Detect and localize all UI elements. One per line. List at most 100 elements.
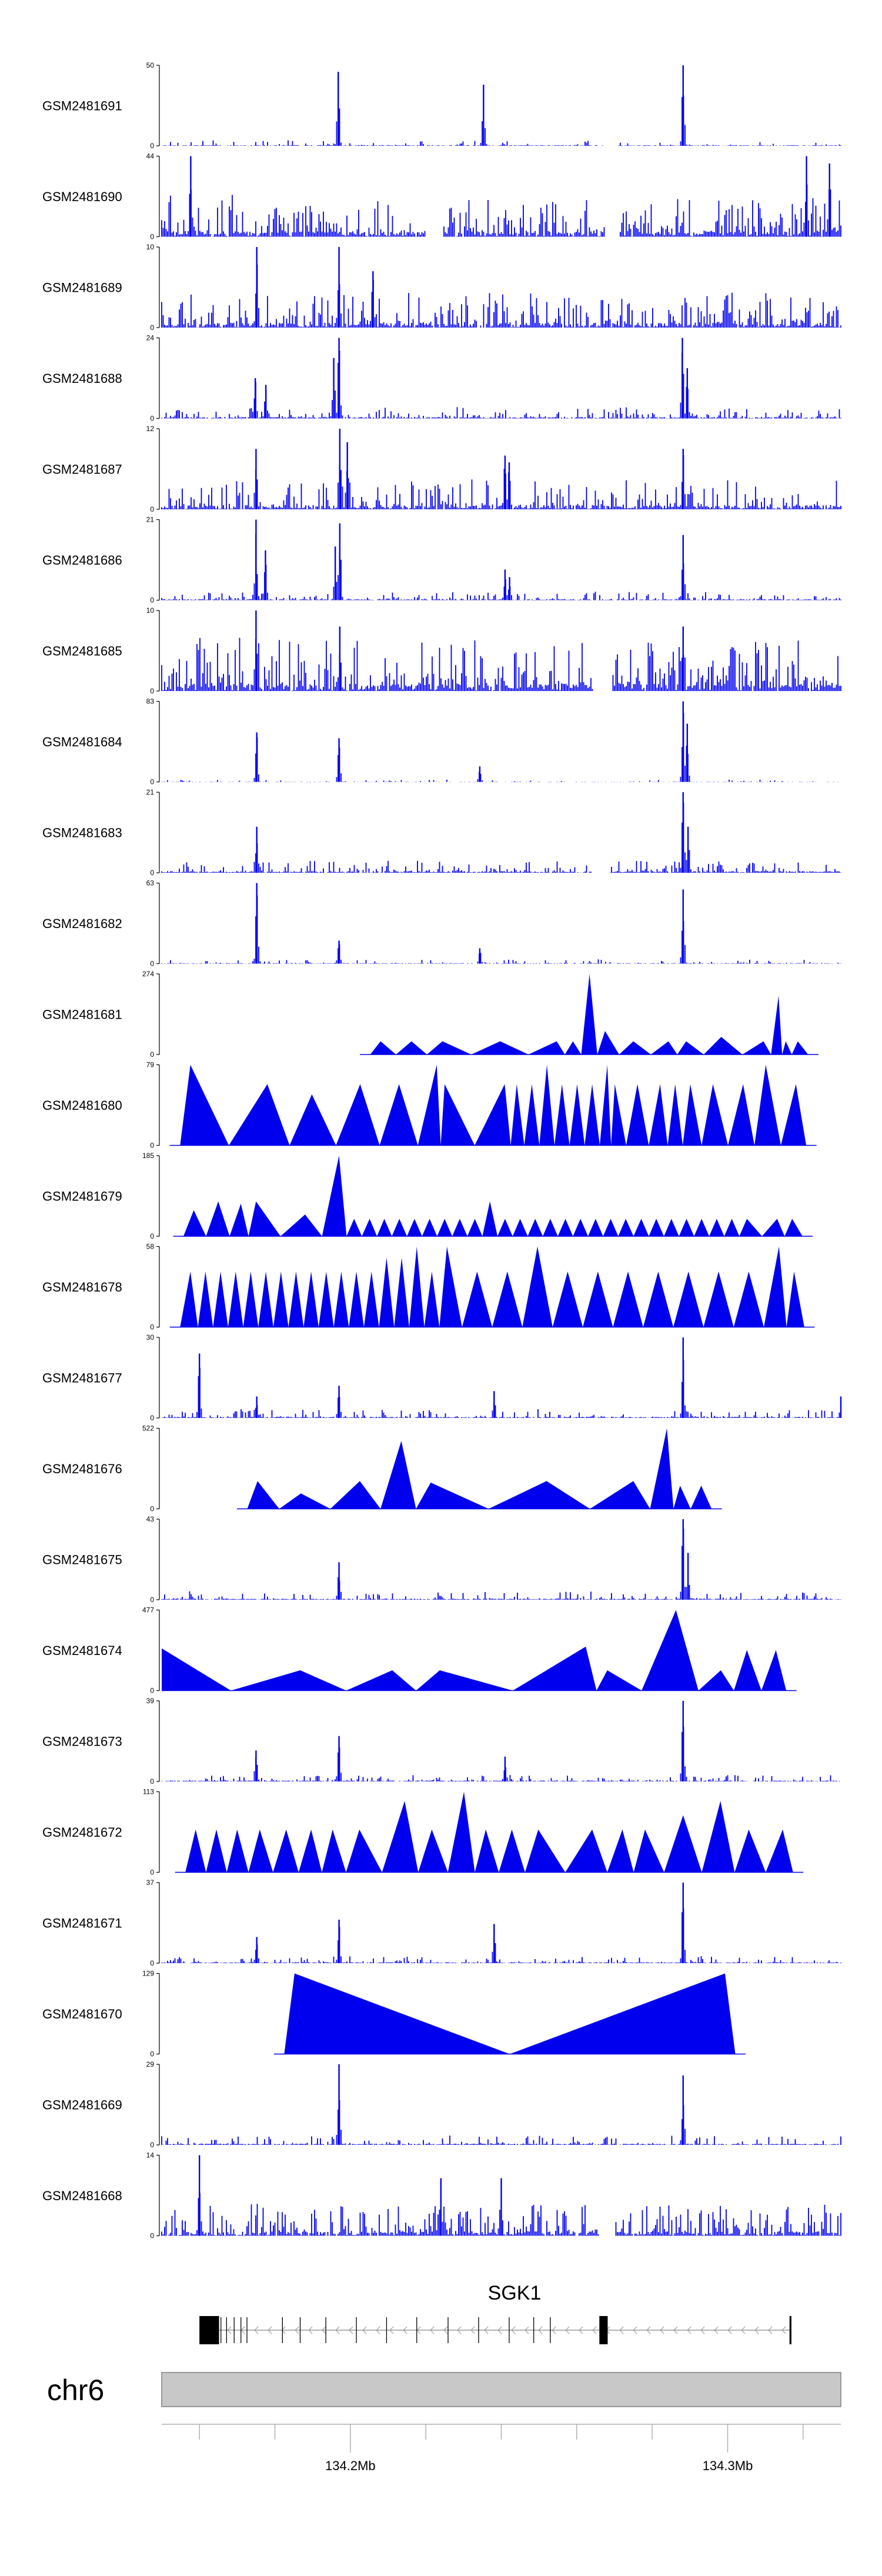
track-label: GSM2481668: [42, 2188, 122, 2203]
strand-arrow-icon: [700, 2326, 705, 2334]
exon-block: [199, 2316, 219, 2344]
strand-arrow-icon: [484, 2326, 489, 2334]
y-axis-max-label: 21: [146, 516, 155, 524]
signal-peak: [683, 1084, 702, 1146]
strand-arrow-icon: [403, 2326, 407, 2334]
track-label: GSM2481686: [42, 553, 122, 568]
signal-peak: [603, 1219, 619, 1236]
y-axis-min-label: 0: [150, 2232, 154, 2240]
signal-peak: [633, 1829, 664, 1873]
signal-peak: [626, 1084, 649, 1146]
signal-peak: [771, 996, 783, 1055]
signal-peak: [600, 1065, 612, 1146]
y-axis-max-label: 37: [146, 1878, 155, 1887]
signal-peak: [471, 1041, 529, 1055]
ideogram-track: chr6 134.2Mb 134.3Mb: [47, 2372, 841, 2473]
track: GSM2481682 63 0: [42, 879, 841, 968]
strand-arrow-icon: [335, 2326, 340, 2334]
signal-peak: [362, 1219, 377, 1236]
signal-peak: [248, 1829, 273, 1873]
signal-peak: [298, 1829, 322, 1873]
track: GSM2481683 21 0: [42, 788, 841, 877]
y-axis-max-label: 24: [146, 334, 155, 342]
track-label: GSM2481671: [42, 1916, 122, 1931]
axis-tick-label: 134.2Mb: [325, 2458, 376, 2473]
signal-peak: [407, 1219, 422, 1236]
signal-peak: [392, 1219, 407, 1236]
coverage-signal: [161, 264, 841, 328]
y-axis-min-label: 0: [150, 1505, 154, 1513]
strand-arrow-icon: [741, 2326, 746, 2334]
track-label: GSM2481672: [42, 1825, 122, 1840]
signal-peak: [791, 1041, 808, 1055]
track-label: GSM2481680: [42, 1098, 122, 1113]
y-axis-min-label: 0: [150, 778, 154, 786]
signal-peak: [664, 1219, 679, 1236]
gene-track: SGK1: [199, 2282, 791, 2344]
strand-arrow-icon: [768, 2326, 773, 2334]
signal-peak: [597, 1031, 619, 1055]
signal-peak: [782, 1041, 792, 1055]
signal-peak: [552, 1272, 583, 1327]
y-axis-min-label: 0: [150, 960, 154, 968]
signal-peak: [380, 1441, 416, 1509]
strand-arrow-icon: [227, 2326, 232, 2334]
signal-peak: [440, 1084, 475, 1146]
signal-peak: [524, 1829, 566, 1873]
signal-peak: [543, 1219, 558, 1236]
strand-arrow-icon: [376, 2326, 380, 2334]
y-axis-min-label: 0: [150, 1868, 154, 1877]
y-axis-max-label: 43: [146, 1515, 155, 1523]
signal-peak: [677, 1041, 704, 1055]
strand-arrow-icon: [322, 2326, 326, 2334]
y-axis-min-label: 0: [150, 687, 154, 695]
coverage-signal: [161, 895, 841, 964]
signal-peak: [280, 1214, 322, 1236]
strand-arrow-icon: [268, 2326, 272, 2334]
signal-peak: [422, 1219, 437, 1236]
strand-arrow-icon: [754, 2326, 759, 2334]
signal-peak: [643, 1272, 674, 1327]
y-axis-min-label: 0: [150, 1414, 154, 1422]
signal-peak: [333, 1272, 349, 1327]
signal-peak: [649, 1219, 664, 1236]
signal-peak: [590, 1481, 650, 1509]
exon-block: [599, 2316, 608, 2344]
y-axis-min-label: 0: [150, 1142, 154, 1150]
signal-peak: [611, 1084, 626, 1146]
signal-peak: [396, 1041, 427, 1055]
strand-arrow-icon: [660, 2326, 664, 2334]
signal-peak: [607, 1829, 634, 1873]
signal-peak: [701, 1084, 729, 1146]
coverage-tracks: GSM2481691500GSM2481690440GSM2481689100G…: [42, 61, 842, 2240]
track: GSM2481681 274 0: [42, 970, 818, 1059]
track-label: GSM2481688: [42, 371, 122, 386]
y-axis-max-label: 39: [146, 1697, 155, 1705]
strand-arrow-icon: [781, 2326, 786, 2334]
track-label: GSM2481669: [42, 2098, 122, 2113]
signal-peak: [569, 1084, 585, 1146]
y-axis-max-label: 477: [142, 1606, 154, 1614]
strand-arrow-icon: [254, 2326, 259, 2334]
track-label: GSM2481675: [42, 1553, 122, 1567]
strand-arrow-icon: [687, 2326, 691, 2334]
strand-arrow-icon: [281, 2326, 286, 2334]
signal-peak: [513, 1646, 597, 1691]
track: GSM2481686 21 0: [42, 516, 841, 605]
signal-peak: [499, 1829, 525, 1873]
signal-peak: [462, 1272, 493, 1327]
y-axis-max-label: 50: [146, 61, 155, 69]
track: GSM2481684 83 0: [42, 698, 838, 786]
signal-peak: [180, 1272, 198, 1327]
signal-peak: [162, 1648, 231, 1691]
signal-peak: [417, 1065, 441, 1146]
track: GSM2481680 79 0: [42, 1061, 817, 1150]
signal-peak: [346, 1829, 382, 1873]
coverage-signal: [161, 1360, 841, 1418]
coverage-signal: [161, 1529, 841, 1600]
strand-arrow-icon: [592, 2326, 597, 2334]
signal-peak: [581, 974, 597, 1055]
signal-peak: [409, 1246, 425, 1327]
signal-peak: [784, 1219, 803, 1236]
strand-arrow-icon: [673, 2326, 678, 2334]
